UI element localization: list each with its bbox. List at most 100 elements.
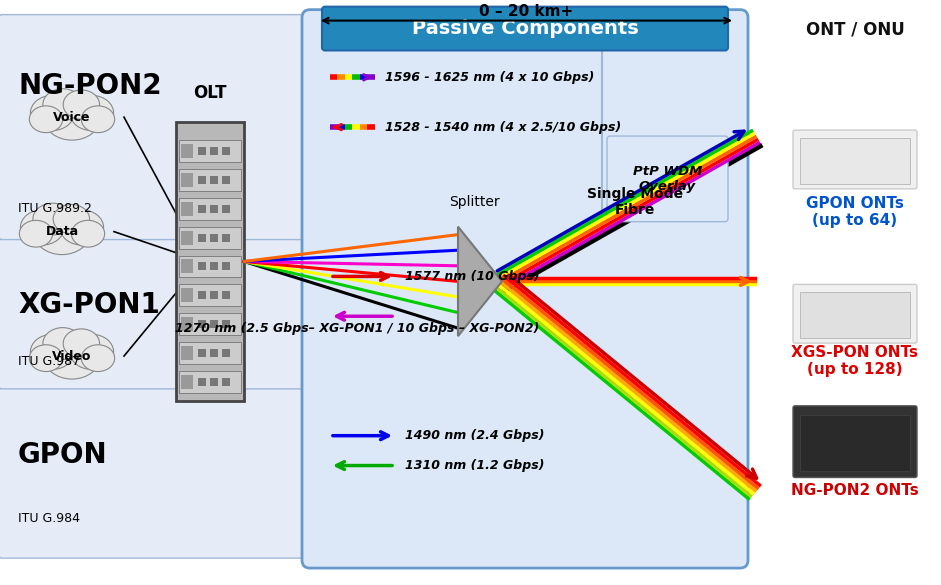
Bar: [222, 320, 230, 328]
Ellipse shape: [43, 333, 101, 379]
Bar: [800, 138, 910, 184]
Text: Passive Components: Passive Components: [411, 19, 638, 38]
Ellipse shape: [33, 209, 90, 254]
Bar: [179, 284, 241, 307]
Text: 1577 nm (10 Gbps): 1577 nm (10 Gbps): [405, 270, 540, 283]
Bar: [198, 349, 206, 357]
Ellipse shape: [29, 106, 63, 133]
Ellipse shape: [72, 221, 104, 247]
Bar: [179, 313, 241, 335]
Text: Data: Data: [45, 225, 78, 238]
Text: NG-PON2: NG-PON2: [18, 73, 162, 101]
Bar: [800, 415, 910, 470]
Bar: [800, 292, 910, 338]
Text: 1528 - 1540 nm (4 x 2.5/10 Gbps): 1528 - 1540 nm (4 x 2.5/10 Gbps): [385, 121, 621, 133]
Bar: [179, 371, 241, 393]
Bar: [198, 378, 206, 386]
Text: Video: Video: [53, 350, 91, 363]
FancyBboxPatch shape: [793, 406, 917, 477]
Polygon shape: [458, 226, 502, 336]
Bar: [181, 346, 193, 360]
FancyBboxPatch shape: [0, 388, 731, 558]
Text: XGS-PON ONTs
(up to 128): XGS-PON ONTs (up to 128): [791, 345, 918, 377]
Bar: [198, 147, 206, 155]
Text: ONT / ONU: ONT / ONU: [805, 20, 904, 39]
FancyBboxPatch shape: [0, 15, 731, 240]
Bar: [210, 349, 218, 357]
Bar: [181, 230, 193, 245]
Ellipse shape: [33, 203, 72, 235]
Ellipse shape: [81, 106, 115, 133]
Bar: [198, 205, 206, 213]
Ellipse shape: [21, 210, 64, 245]
Text: Splitter: Splitter: [449, 195, 500, 209]
Bar: [222, 291, 230, 300]
Bar: [179, 198, 241, 220]
Bar: [210, 263, 218, 270]
Ellipse shape: [43, 328, 83, 359]
Ellipse shape: [43, 94, 101, 140]
Bar: [181, 144, 193, 158]
Bar: [210, 378, 218, 386]
Text: 1310 nm (1.2 Gbps): 1310 nm (1.2 Gbps): [405, 459, 545, 472]
Text: GPON ONTs
(up to 64): GPON ONTs (up to 64): [806, 195, 904, 228]
Text: PtP WDM
Overlay: PtP WDM Overlay: [633, 165, 702, 193]
Text: NG-PON2 ONTs: NG-PON2 ONTs: [791, 483, 918, 498]
Ellipse shape: [20, 221, 53, 247]
Bar: [181, 202, 193, 216]
Text: OLT: OLT: [193, 84, 227, 102]
Bar: [198, 320, 206, 328]
FancyBboxPatch shape: [0, 239, 731, 389]
FancyBboxPatch shape: [302, 9, 748, 568]
FancyBboxPatch shape: [607, 136, 728, 222]
Bar: [222, 205, 230, 213]
Text: XG-PON1: XG-PON1: [18, 291, 160, 319]
Bar: [222, 378, 230, 386]
Bar: [179, 169, 241, 191]
Bar: [210, 147, 218, 155]
Bar: [222, 263, 230, 270]
Ellipse shape: [70, 95, 114, 130]
Bar: [179, 226, 241, 249]
Bar: [179, 342, 241, 364]
Bar: [210, 320, 218, 328]
FancyBboxPatch shape: [322, 6, 728, 50]
Ellipse shape: [30, 334, 74, 370]
Text: Single Mode
Fibre: Single Mode Fibre: [587, 187, 683, 217]
Bar: [210, 233, 218, 242]
Text: 1596 - 1625 nm (4 x 10 Gbps): 1596 - 1625 nm (4 x 10 Gbps): [385, 71, 595, 84]
Ellipse shape: [70, 334, 114, 370]
Ellipse shape: [63, 329, 100, 358]
Bar: [210, 176, 218, 184]
FancyBboxPatch shape: [793, 284, 917, 343]
Text: ITU G.984: ITU G.984: [18, 512, 80, 525]
Bar: [210, 291, 218, 300]
Bar: [222, 349, 230, 357]
Ellipse shape: [30, 95, 74, 130]
Text: ITU G.989.2: ITU G.989.2: [18, 202, 92, 215]
Bar: [222, 147, 230, 155]
Ellipse shape: [63, 90, 100, 119]
Bar: [198, 291, 206, 300]
Bar: [222, 233, 230, 242]
Bar: [181, 317, 193, 331]
Text: GPON: GPON: [18, 441, 107, 469]
Bar: [179, 256, 241, 277]
Bar: [198, 263, 206, 270]
Text: ITU G.987: ITU G.987: [18, 355, 80, 368]
Text: 1490 nm (2.4 Gbps): 1490 nm (2.4 Gbps): [405, 429, 545, 442]
Bar: [181, 260, 193, 273]
Bar: [181, 173, 193, 187]
Bar: [222, 176, 230, 184]
Text: Voice: Voice: [54, 111, 90, 123]
Bar: [181, 288, 193, 302]
Ellipse shape: [81, 345, 115, 371]
Ellipse shape: [53, 204, 89, 234]
Ellipse shape: [60, 210, 104, 245]
Text: 1270 nm (2.5 Gbps– XG-PON1 / 10 Gbps – XG-PON2): 1270 nm (2.5 Gbps– XG-PON1 / 10 Gbps – X…: [175, 322, 539, 335]
Ellipse shape: [43, 89, 83, 121]
FancyBboxPatch shape: [176, 122, 244, 401]
Bar: [181, 375, 193, 389]
FancyBboxPatch shape: [793, 130, 917, 189]
Bar: [210, 205, 218, 213]
